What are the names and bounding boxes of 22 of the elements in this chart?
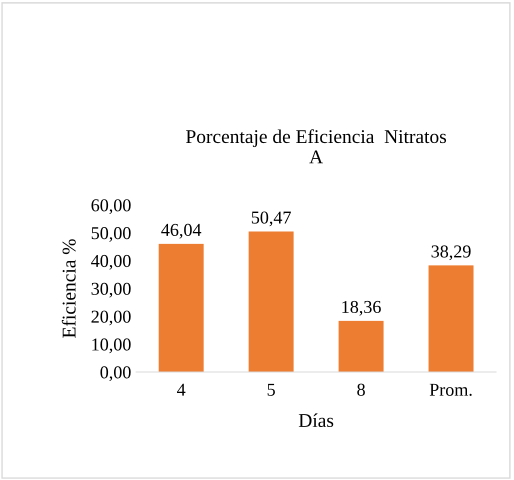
chart-title: Porcentaje de Eficiencia Nitratos A <box>186 129 446 164</box>
x-tick-label: 5 <box>268 384 275 396</box>
data-label: 38,29 <box>432 245 471 260</box>
bar <box>158 244 204 372</box>
x-axis-title: Días <box>298 413 334 428</box>
bar <box>338 320 384 372</box>
x-tick-label: 4 <box>177 384 186 396</box>
x-tick-label: 8 <box>357 384 365 396</box>
x-tick-label: Prom. <box>430 384 472 396</box>
data-label: 46,04 <box>161 224 202 239</box>
bar <box>428 265 474 372</box>
y-tick-label: 40,00 <box>91 254 131 270</box>
y-tick-label: 30,00 <box>92 282 131 298</box>
y-tick-label: 0,00 <box>100 366 131 382</box>
data-label: 50,47 <box>252 211 291 226</box>
data-label: 18,36 <box>342 300 381 316</box>
y-axis-title: Eficiencia % <box>62 239 76 338</box>
y-tick-label: 60,00 <box>92 199 131 214</box>
y-tick-label: 20,00 <box>92 310 131 326</box>
y-tick-label: 50,00 <box>92 227 131 242</box>
bar <box>248 231 294 372</box>
y-tick-label: 10,00 <box>92 338 131 354</box>
